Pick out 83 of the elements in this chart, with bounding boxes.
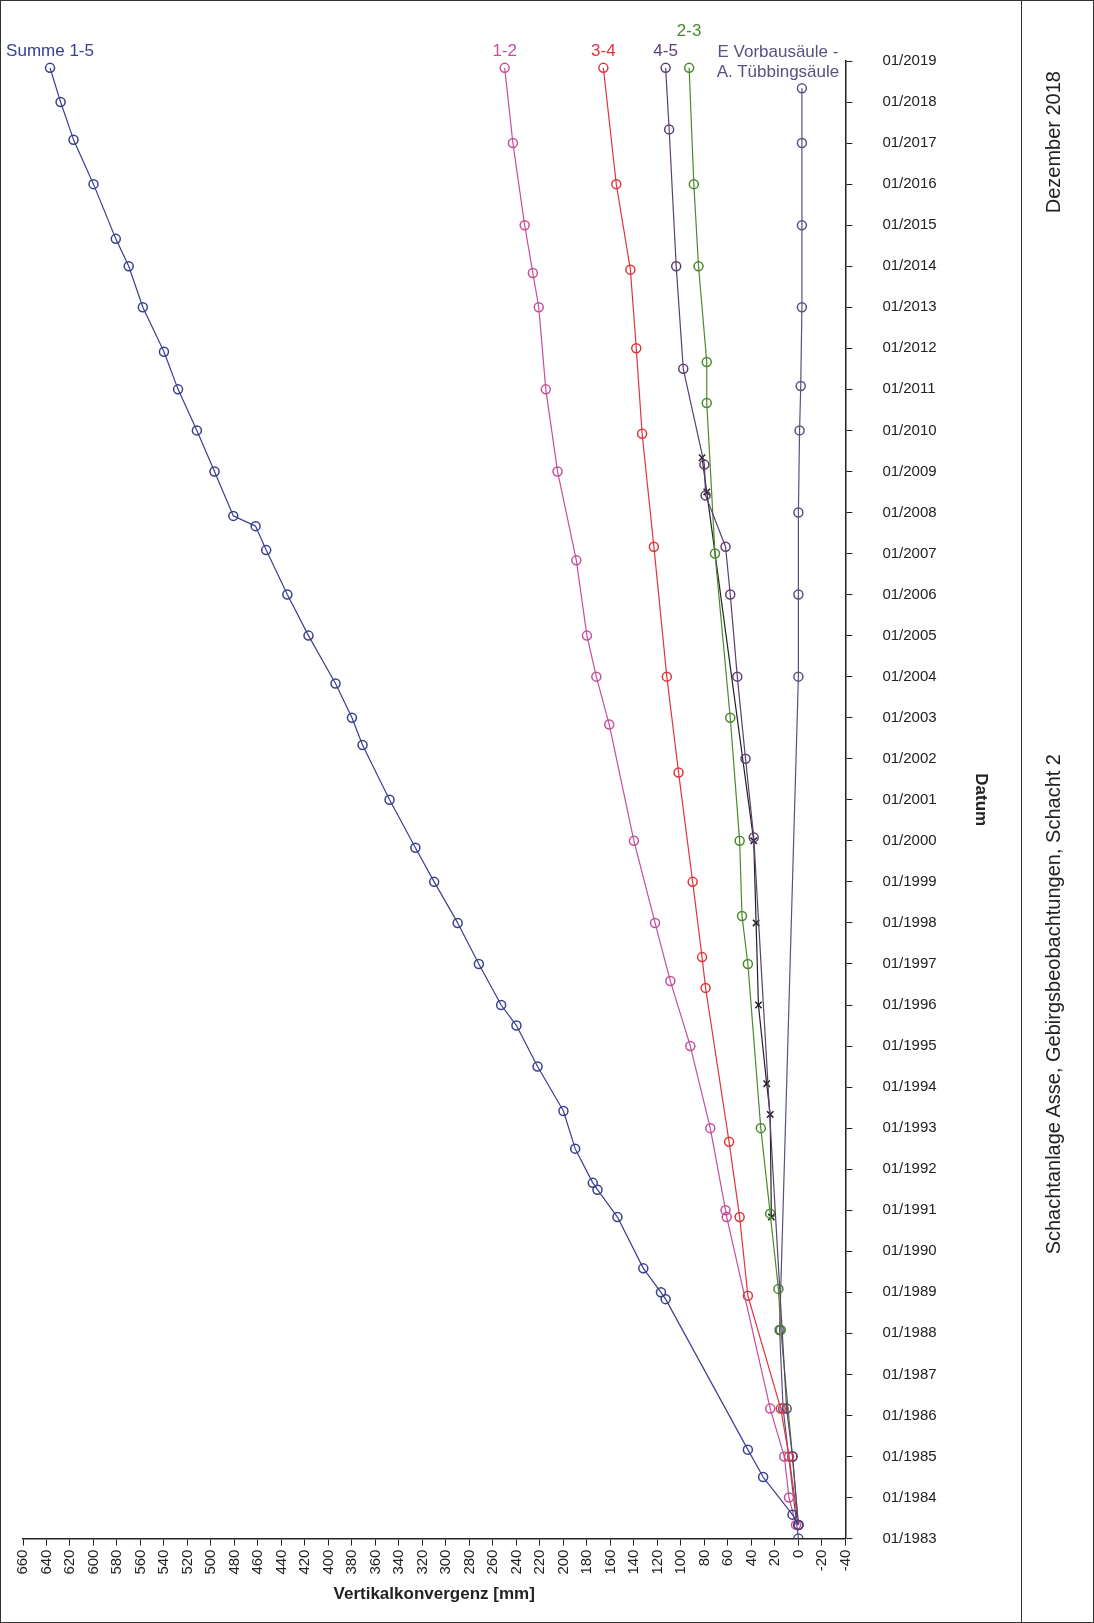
series-label: E Vorbausäule - A. Tübbingsäule bbox=[716, 41, 840, 81]
y-tick-label: 01/2006 bbox=[882, 584, 937, 602]
y-tick-label: 01/2017 bbox=[882, 133, 937, 151]
x-tick-label: 60 bbox=[718, 1549, 736, 1567]
x-tick-label: 620 bbox=[60, 1549, 78, 1575]
x-tick-label: 640 bbox=[36, 1549, 54, 1575]
series-label: 2-3 bbox=[676, 21, 702, 41]
y-tick-label: 01/1997 bbox=[882, 954, 937, 972]
y-tick-label: 01/2013 bbox=[882, 297, 937, 315]
series-label: 1-2 bbox=[492, 41, 517, 61]
x-tick-label: 420 bbox=[295, 1549, 313, 1575]
y-tick-label: 01/2004 bbox=[882, 666, 937, 684]
x-tick-label: -40 bbox=[835, 1549, 853, 1572]
y-tick-label: 01/1996 bbox=[882, 995, 937, 1013]
x-axis-title: Vertikalkonvergenz [mm] bbox=[333, 1584, 535, 1604]
y-tick-label: 01/2019 bbox=[882, 51, 937, 69]
y-tick-label: 01/2016 bbox=[882, 174, 937, 192]
y-tick-label: 01/1989 bbox=[882, 1282, 937, 1300]
y-tick-label: 01/2000 bbox=[882, 830, 937, 848]
x-tick-label: 140 bbox=[624, 1549, 642, 1575]
text: Dezember 2018 bbox=[1042, 71, 1065, 214]
y-tick-label: 01/1995 bbox=[882, 1036, 937, 1054]
x-tick-label: 500 bbox=[201, 1549, 219, 1575]
x-tick-label: 660 bbox=[13, 1549, 31, 1575]
y-tick-label: 01/2012 bbox=[882, 338, 937, 356]
y-tick-label: 01/2003 bbox=[882, 707, 937, 725]
y-tick-label: 01/2015 bbox=[882, 215, 937, 233]
x-tick-label: 260 bbox=[483, 1549, 501, 1575]
y-axis-title: Datum bbox=[972, 773, 992, 827]
x-tick-label: 40 bbox=[741, 1549, 759, 1567]
y-tick-label: 01/2005 bbox=[882, 625, 937, 643]
x-tick-label: 380 bbox=[342, 1549, 360, 1575]
x-tick-label: 220 bbox=[530, 1549, 548, 1575]
series-label: 3-4 bbox=[591, 41, 616, 61]
x-tick-label: -20 bbox=[812, 1549, 830, 1572]
y-tick-label: 01/1993 bbox=[882, 1118, 937, 1136]
x-tick-label: 0 bbox=[788, 1549, 806, 1558]
x-tick-label: 460 bbox=[248, 1549, 266, 1575]
y-tick-label: 01/1990 bbox=[882, 1241, 937, 1259]
y-tick-label: 01/2011 bbox=[882, 379, 936, 397]
y-tick-label: 01/1988 bbox=[882, 1323, 937, 1341]
x-tick-label: 520 bbox=[177, 1549, 195, 1575]
y-tick-label: 01/2002 bbox=[882, 748, 937, 766]
x-tick-label: 180 bbox=[577, 1549, 595, 1575]
x-tick-label: 300 bbox=[436, 1549, 454, 1575]
y-tick-label: 01/1985 bbox=[882, 1446, 937, 1464]
y-tick-label: 01/1984 bbox=[882, 1487, 937, 1505]
y-tick-label: 01/1998 bbox=[882, 913, 937, 931]
x-tick-label: 360 bbox=[365, 1549, 383, 1575]
x-tick-label: 440 bbox=[271, 1549, 289, 1575]
y-tick-label: 01/2018 bbox=[882, 92, 937, 110]
y-tick-label: 01/1999 bbox=[882, 872, 937, 890]
y-tick-label: 01/2010 bbox=[882, 420, 937, 438]
y-tick-label: 01/1992 bbox=[882, 1159, 937, 1177]
x-tick-label: 200 bbox=[553, 1549, 571, 1575]
x-tick-label: 120 bbox=[647, 1549, 665, 1575]
x-tick-label: 280 bbox=[459, 1549, 477, 1575]
x-tick-label: 560 bbox=[130, 1549, 148, 1575]
x-tick-label: 480 bbox=[224, 1549, 242, 1575]
text: Schachtanlage Asse, Gebirgsbeobachtungen, Schacht 2 bbox=[1042, 753, 1065, 1254]
x-tick-label: 320 bbox=[412, 1549, 430, 1575]
x-tick-label: 80 bbox=[694, 1549, 712, 1567]
y-tick-label: 01/2014 bbox=[882, 256, 937, 274]
x-tick-label: 580 bbox=[107, 1549, 125, 1575]
y-tick-label: 01/1983 bbox=[882, 1528, 937, 1546]
x-tick-label: 540 bbox=[154, 1549, 172, 1575]
x-tick-label: 340 bbox=[389, 1549, 407, 1575]
x-tick-label: 160 bbox=[600, 1549, 618, 1575]
y-tick-label: 01/2009 bbox=[882, 461, 937, 479]
y-tick-label: 01/1991 bbox=[882, 1200, 937, 1218]
y-tick-label: 01/2008 bbox=[882, 502, 937, 520]
x-tick-label: 20 bbox=[765, 1549, 783, 1567]
series-label: 4-5 bbox=[653, 41, 678, 61]
y-tick-label: 01/1986 bbox=[882, 1405, 937, 1423]
x-tick-label: 400 bbox=[318, 1549, 336, 1575]
x-tick-label: 600 bbox=[83, 1549, 101, 1575]
x-tick-label: 100 bbox=[671, 1549, 689, 1575]
x-tick-label: 240 bbox=[506, 1549, 524, 1575]
series-label: Summe 1-5 bbox=[6, 41, 94, 61]
y-tick-label: 01/2007 bbox=[882, 543, 937, 561]
y-tick-label: 01/2001 bbox=[882, 789, 937, 807]
y-tick-label: 01/1987 bbox=[882, 1364, 937, 1382]
y-tick-label: 01/1994 bbox=[882, 1077, 937, 1095]
